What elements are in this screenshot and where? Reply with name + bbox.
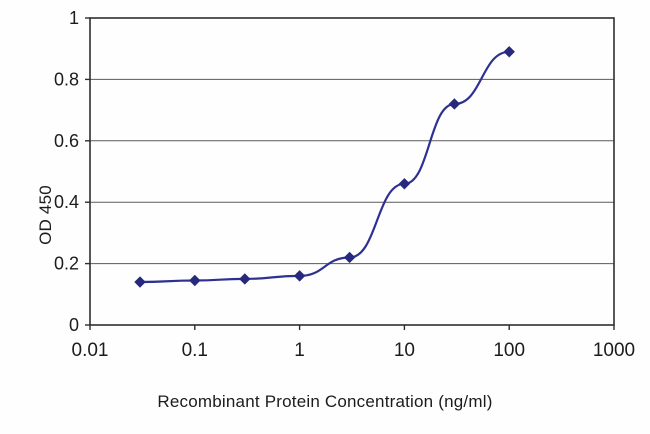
data-point: [503, 46, 515, 58]
data-point: [239, 273, 251, 285]
data-point: [398, 178, 411, 190]
y-tick-label: 0.4: [54, 192, 79, 212]
y-axis-title: OD 450: [36, 185, 55, 245]
y-tick-label: 0.2: [54, 254, 79, 274]
x-tick-label: 1: [294, 340, 305, 361]
data-point: [189, 274, 201, 287]
data-point: [343, 251, 356, 264]
x-tick-label: 10: [394, 340, 415, 361]
y-tick-label: 1: [69, 8, 79, 28]
x-tick-label: 0.01: [72, 340, 109, 361]
data-point: [293, 270, 306, 282]
x-tick-label: 100: [493, 340, 525, 361]
y-tick-label: 0.6: [54, 131, 79, 151]
data-point: [134, 276, 146, 288]
plot-border: [89, 17, 615, 326]
x-axis-title: Recombinant Protein Concentration (ng/ml…: [157, 392, 493, 411]
x-tick-label: 1000: [593, 340, 635, 361]
x-tick-label: 0.1: [182, 340, 208, 361]
y-tick-label: 0.8: [54, 69, 79, 89]
y-tick-label: 0: [69, 315, 79, 335]
data-point: [448, 98, 461, 110]
